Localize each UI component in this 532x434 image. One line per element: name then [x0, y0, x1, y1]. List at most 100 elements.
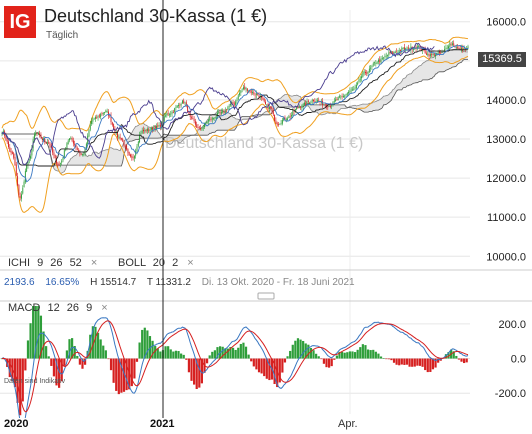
candle-body [394, 52, 396, 54]
candle-body [441, 51, 443, 53]
candle-body [137, 141, 139, 146]
candle-body [152, 128, 154, 130]
candle-body [93, 118, 95, 120]
macd-histogram-bar [418, 358, 422, 366]
macd-histogram-bar [309, 348, 313, 359]
macd-histogram-bar [234, 349, 237, 359]
candle-body [145, 129, 147, 132]
price-y-tick-label: 13000.0 [486, 134, 526, 146]
candle-body [241, 88, 243, 90]
price-y-tick-label: 10000.0 [486, 251, 526, 263]
candle-body [307, 100, 309, 102]
macd-histogram-bar [265, 358, 268, 379]
candle-body [205, 122, 207, 124]
macd-histogram-bar [172, 351, 175, 359]
macd-histogram-bar [130, 358, 133, 387]
candle-body [128, 152, 130, 155]
candle-body [449, 43, 451, 47]
candle-body [115, 132, 117, 134]
macd-histogram-bar [239, 343, 242, 359]
macd-histogram-bar [273, 358, 276, 385]
macd-histogram-bar [213, 350, 216, 359]
candle-body [451, 43, 453, 45]
candle-body [15, 164, 17, 176]
candle-body [405, 48, 407, 50]
macd-histogram-bar [187, 358, 191, 373]
candle-body [419, 45, 421, 50]
macd-histogram-bar [281, 358, 284, 373]
last-price-tag: 15369.5 [478, 52, 526, 67]
macd-histogram-bar [109, 358, 113, 371]
indicator-boll-p2: 2 [172, 257, 179, 269]
candle-body [357, 82, 359, 85]
macd-histogram-bar [307, 344, 310, 359]
candle-body [354, 87, 356, 89]
candle-body [298, 106, 300, 108]
macd-histogram-bar [315, 353, 318, 359]
candle-body [403, 47, 405, 50]
macd-histogram-bar [107, 358, 110, 360]
macd-histogram-bar [263, 358, 266, 377]
macd-histogram-bar [47, 356, 50, 359]
candle-body [70, 137, 72, 139]
indicator-ichi-close-icon[interactable]: × [90, 257, 98, 269]
indicator-boll: BOLL 20 2 × [118, 257, 194, 269]
indicator-ichi: ICHI 9 26 52 × [8, 257, 97, 269]
candle-body [350, 89, 352, 91]
candle-body [197, 126, 199, 128]
candle-body [139, 135, 141, 143]
candle-body [176, 105, 178, 108]
candle-body [175, 107, 177, 108]
candle-body [438, 51, 440, 53]
candle-body [383, 57, 385, 59]
macd-histogram-bar [94, 326, 97, 359]
candle-body [49, 143, 51, 147]
candle-body [148, 129, 150, 131]
candle-body [375, 63, 377, 64]
candle-body [339, 96, 340, 98]
candle-body [100, 114, 102, 118]
candle-body [219, 112, 221, 114]
candle-body [450, 43, 452, 45]
candle-body [336, 99, 338, 101]
macd-histogram-bar [390, 358, 393, 361]
macd-histogram-bar [141, 329, 144, 359]
candle-body [301, 106, 303, 108]
candle-body [119, 136, 121, 139]
macd-histogram-bar [143, 327, 146, 359]
candle-body [345, 94, 347, 96]
candle-body [407, 47, 409, 51]
macd-histogram-bar [19, 358, 22, 416]
candle-body [337, 97, 339, 101]
macd-histogram-bar [276, 358, 279, 388]
candle-body [67, 140, 69, 145]
candle-body [285, 119, 287, 120]
candle-body [276, 122, 278, 125]
macd-histogram-bar [11, 358, 14, 382]
indicator-boll-close-icon[interactable]: × [187, 257, 194, 269]
candle-body [88, 130, 90, 137]
candle-body [272, 110, 274, 115]
candle-body [9, 147, 11, 152]
candle-body [393, 51, 395, 54]
candle-body [266, 104, 268, 106]
candle-body [331, 105, 333, 107]
candle-body [184, 102, 186, 104]
macd-histogram-bar [34, 306, 37, 359]
macd-histogram-bar [96, 332, 100, 359]
macd-histogram-bar [24, 358, 27, 371]
candle-body [381, 58, 383, 59]
candle-body [370, 67, 372, 69]
macd-histogram-bar [229, 347, 232, 359]
ichimoku-kijun [1, 49, 468, 167]
macd-histogram-bar [351, 351, 354, 359]
candle-body [110, 115, 112, 123]
indicator-macd-close-icon[interactable]: × [101, 302, 108, 314]
candle-body [72, 140, 74, 144]
pane-resize-handle[interactable] [257, 292, 275, 300]
candle-body [392, 51, 394, 54]
macd-histogram-bar [89, 334, 92, 359]
candle-body [361, 76, 363, 79]
candle-body [198, 127, 200, 129]
macd-histogram-bar [8, 358, 11, 378]
